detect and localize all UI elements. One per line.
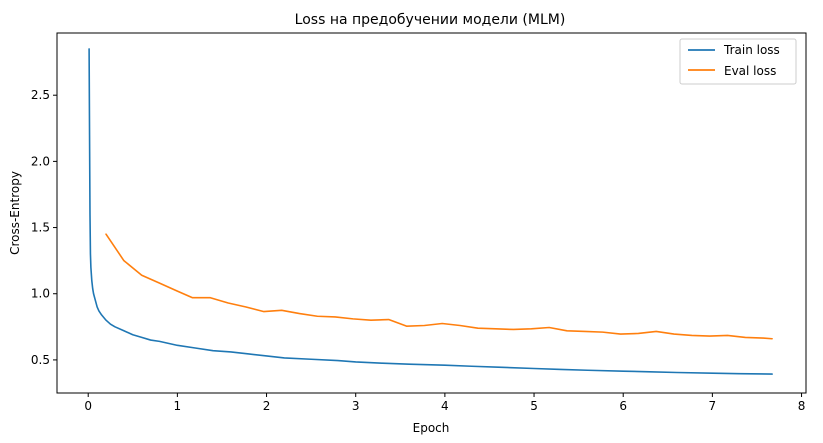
legend-label-train-loss: Train loss: [723, 43, 780, 57]
x-tick-label: 6: [619, 399, 627, 413]
x-axis-label: Epoch: [413, 421, 450, 435]
x-tick-label: 8: [798, 399, 806, 413]
plot-area: [56, 32, 807, 394]
y-tick-label: 1.0: [31, 287, 50, 301]
x-tick-label: 1: [174, 399, 182, 413]
y-tick-label: 2.5: [31, 88, 50, 102]
y-axis-ticks: 0.5 1.0 1.5 2.0 2.5: [31, 88, 57, 367]
x-tick-label: 5: [530, 399, 538, 413]
x-axis-ticks: 0 1 2 3 4 5 6 7 8: [84, 393, 805, 413]
x-tick-label: 7: [709, 399, 717, 413]
eval-loss-line: [105, 233, 773, 340]
x-tick-label: 2: [263, 399, 271, 413]
y-tick-label: 0.5: [31, 353, 50, 367]
train-loss-line: [88, 48, 773, 375]
legend: Train loss Eval loss: [679, 38, 797, 85]
y-axis-label: Cross-Entropy: [8, 171, 22, 255]
x-tick-label: 3: [352, 399, 360, 413]
x-tick-label: 0: [84, 399, 92, 413]
x-tick-label: 4: [441, 399, 449, 413]
legend-label-eval-loss: Eval loss: [724, 64, 776, 78]
y-tick-label: 2.0: [31, 154, 50, 168]
chart-title: Loss на предобучении модели (MLM): [295, 12, 566, 28]
series-layer: [88, 48, 773, 375]
y-tick-label: 1.5: [31, 221, 50, 235]
